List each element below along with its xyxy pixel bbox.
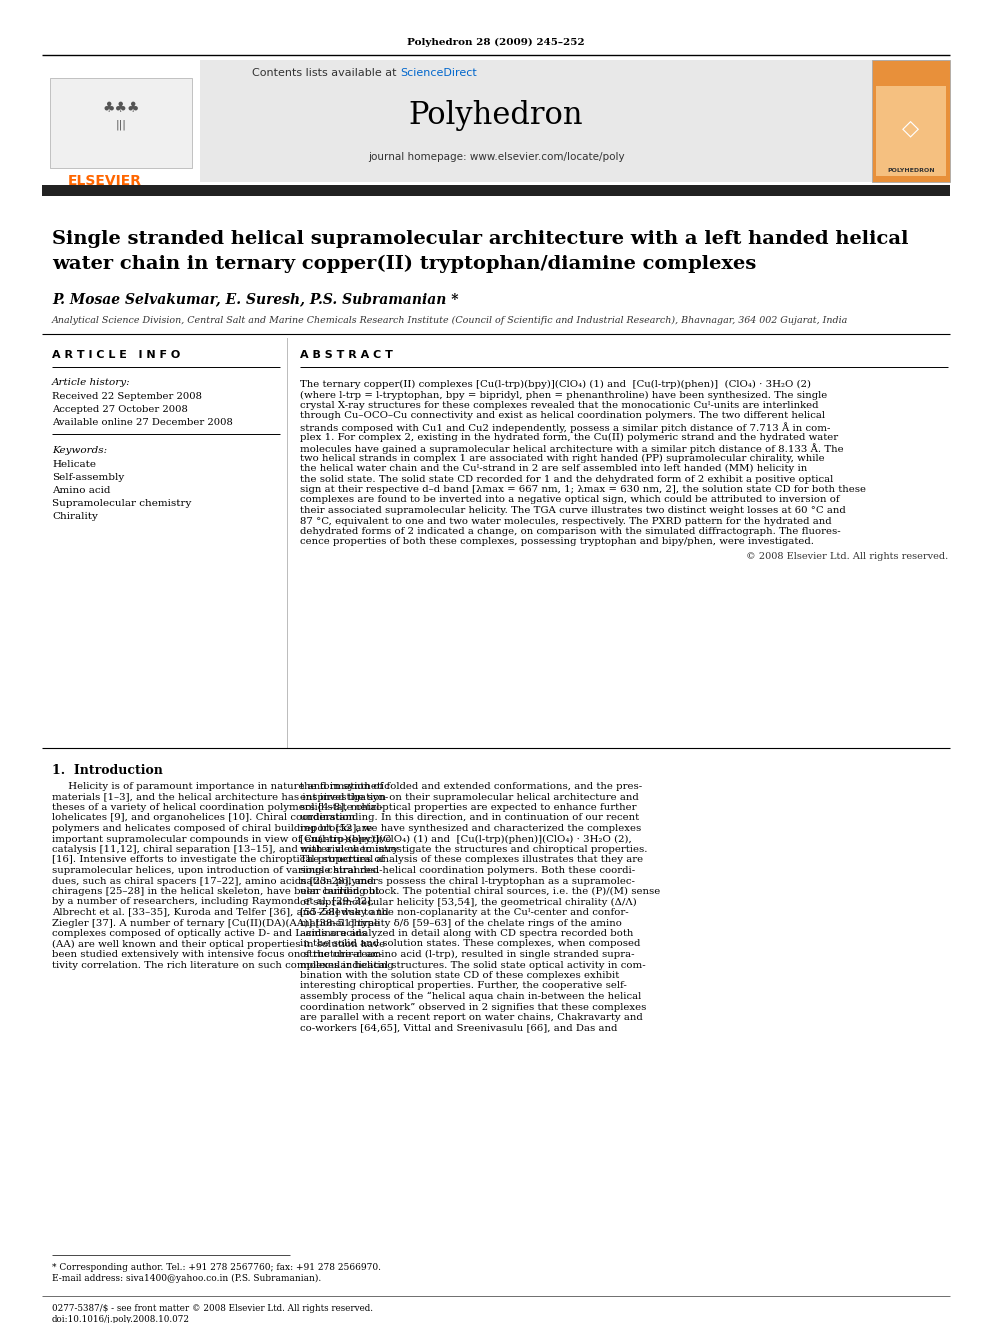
Text: Analytical Science Division, Central Salt and Marine Chemicals Research Institut: Analytical Science Division, Central Sal… <box>52 316 848 325</box>
Text: been studied extensively with intensive focus on structure–reac-: been studied extensively with intensive … <box>52 950 382 959</box>
Text: the helical water chain and the Cuᴵ-strand in 2 are self assembled into left han: the helical water chain and the Cuᴵ-stra… <box>300 464 807 474</box>
Text: co-workers [64,65], Vittal and Sreenivasulu [66], and Das and: co-workers [64,65], Vittal and Sreenivas… <box>300 1024 617 1032</box>
Text: of the chiral amino acid (l-trp), resulted in single stranded supra-: of the chiral amino acid (l-trp), result… <box>300 950 635 959</box>
Text: [16]. Intensive efforts to investigate the chiroptical properties of: [16]. Intensive efforts to investigate t… <box>52 856 384 864</box>
Text: Single stranded helical supramolecular architecture with a left handed helical: Single stranded helical supramolecular a… <box>52 230 909 247</box>
Text: bination with the solution state CD of these complexes exhibit: bination with the solution state CD of t… <box>300 971 619 980</box>
Text: Accepted 27 October 2008: Accepted 27 October 2008 <box>52 405 187 414</box>
Bar <box>876 86 946 176</box>
Text: P. Mosae Selvakumar, E. Suresh, P.S. Subramanian *: P. Mosae Selvakumar, E. Suresh, P.S. Sub… <box>52 292 458 306</box>
Text: lohelicates [9], and organohelices [10]. Chiral coordination: lohelicates [9], and organohelices [10].… <box>52 814 355 823</box>
Text: Self-assembly: Self-assembly <box>52 474 124 482</box>
Text: © 2008 Elsevier Ltd. All rights reserved.: © 2008 Elsevier Ltd. All rights reserved… <box>746 552 948 561</box>
Text: water chain in ternary copper(II) tryptophan/diamine complexes: water chain in ternary copper(II) trypto… <box>52 255 756 274</box>
Text: the solid state. The solid state CD recorded for 1 and the dehydrated form of 2 : the solid state. The solid state CD reco… <box>300 475 833 483</box>
Text: in the solid and solution states. These complexes, when composed: in the solid and solution states. These … <box>300 939 641 949</box>
Text: 1.  Introduction: 1. Introduction <box>52 763 163 777</box>
Text: Helicity is of paramount importance in nature and in synthetic: Helicity is of paramount importance in n… <box>52 782 390 791</box>
Text: The structural analysis of these complexes illustrates that they are: The structural analysis of these complex… <box>300 856 643 864</box>
Text: doi:10.1016/j.poly.2008.10.072: doi:10.1016/j.poly.2008.10.072 <box>52 1315 190 1323</box>
Text: acids are analyzed in detail along with CD spectra recorded both: acids are analyzed in detail along with … <box>300 929 633 938</box>
Text: theses of a variety of helical coordination polymers [4–8], metal-: theses of a variety of helical coordinat… <box>52 803 383 812</box>
Text: mational chirality δ/δ [59–63] of the chelate rings of the amino: mational chirality δ/δ [59–63] of the ch… <box>300 918 622 927</box>
Text: by a number of researchers, including Raymond et al. [29–32],: by a number of researchers, including Ra… <box>52 897 374 906</box>
Text: important supramolecular compounds in view of enantio-selective: important supramolecular compounds in vi… <box>52 835 392 844</box>
Text: [Cu(l-trp)(bpy)](ClO₄) (1) and  [Cu(l-trp)(phen)](ClO₄) · 3H₂O (2),: [Cu(l-trp)(bpy)](ClO₄) (1) and [Cu(l-trp… <box>300 835 632 844</box>
Text: Article history:: Article history: <box>52 378 131 388</box>
Text: molecules have gained a supramolecular helical architecture with a similar pitch: molecules have gained a supramolecular h… <box>300 443 843 454</box>
Text: with a view to investigate the structures and chiroptical properties.: with a view to investigate the structure… <box>300 845 648 855</box>
Text: report [52], we have synthesized and characterized the complexes: report [52], we have synthesized and cha… <box>300 824 641 833</box>
Text: 87 °C, equivalent to one and two water molecules, respectively. The PXRD pattern: 87 °C, equivalent to one and two water m… <box>300 516 831 525</box>
Text: sign at their respective d–d band [λmax = 667 nm, 1; λmax = 630 nm, 2], the solu: sign at their respective d–d band [λmax … <box>300 486 866 493</box>
Text: dues, such as chiral spacers [17–22], amino acids [23–28], and: dues, such as chiral spacers [17–22], am… <box>52 877 374 885</box>
Text: single stranded helical coordination polymers. Both these coordi-: single stranded helical coordination pol… <box>300 867 635 875</box>
Text: Chirality: Chirality <box>52 512 98 521</box>
Text: ◇: ◇ <box>903 118 920 138</box>
Text: plex 1. For complex 2, existing in the hydrated form, the Cu(II) polymeric stran: plex 1. For complex 2, existing in the h… <box>300 433 838 442</box>
Text: supramolecular helices, upon introduction of various chiral resi-: supramolecular helices, upon introductio… <box>52 867 383 875</box>
Text: chiragens [25–28] in the helical skeleton, have been carried out: chiragens [25–28] in the helical skeleto… <box>52 886 379 896</box>
Text: Keywords:: Keywords: <box>52 446 107 455</box>
Text: ELSEVIER: ELSEVIER <box>68 175 142 188</box>
Text: of supramolecular helicity [53,54], the geometrical chirality (Δ/Λ): of supramolecular helicity [53,54], the … <box>300 897 637 906</box>
Text: assembly process of the “helical aqua chain in-between the helical: assembly process of the “helical aqua ch… <box>300 992 641 1002</box>
Bar <box>50 78 192 168</box>
Text: nation polymers possess the chiral l-tryptophan as a supramolec-: nation polymers possess the chiral l-try… <box>300 877 635 885</box>
Bar <box>42 60 200 183</box>
Text: understanding. In this direction, and in continuation of our recent: understanding. In this direction, and in… <box>300 814 639 823</box>
Text: (AA) are well known and their optical properties in solution have: (AA) are well known and their optical pr… <box>52 939 385 949</box>
Text: POLYHEDRON: POLYHEDRON <box>887 168 934 173</box>
Text: * Corresponding author. Tel.: +91 278 2567760; fax: +91 278 2566970.: * Corresponding author. Tel.: +91 278 25… <box>52 1263 381 1271</box>
Text: crystal X-ray structures for these complexes revealed that the monocationic Cuᴵ-: crystal X-ray structures for these compl… <box>300 401 818 410</box>
Text: two helical strands in complex 1 are associated with right handed (PP) supramole: two helical strands in complex 1 are ass… <box>300 454 824 463</box>
Bar <box>42 185 950 196</box>
Text: dehydrated forms of 2 indicated a change, on comparison with the simulated diffr: dehydrated forms of 2 indicated a change… <box>300 527 840 536</box>
Text: coordination network” observed in 2 signifies that these complexes: coordination network” observed in 2 sign… <box>300 1003 647 1012</box>
Bar <box>42 60 950 183</box>
Text: strands composed with Cu1 and Cu2 independently, possess a similar pitch distanc: strands composed with Cu1 and Cu2 indepe… <box>300 422 830 433</box>
Text: ScienceDirect: ScienceDirect <box>400 67 477 78</box>
Text: cence properties of both these complexes, possessing tryptophan and bipy/phen, w: cence properties of both these complexes… <box>300 537 814 546</box>
Text: Available online 27 December 2008: Available online 27 December 2008 <box>52 418 233 427</box>
Text: ♣♣♣: ♣♣♣ <box>102 101 140 115</box>
Text: |||: ||| <box>115 120 126 130</box>
Text: interesting chiroptical properties. Further, the cooperative self-: interesting chiroptical properties. Furt… <box>300 982 627 991</box>
Text: through Cu–OCO–Cu connectivity and exist as helical coordination polymers. The t: through Cu–OCO–Cu connectivity and exist… <box>300 411 825 421</box>
Text: Contents lists available at: Contents lists available at <box>252 67 400 78</box>
Text: ular building block. The potential chiral sources, i.e. the (P)/(M) sense: ular building block. The potential chira… <box>300 886 661 896</box>
Text: Received 22 September 2008: Received 22 September 2008 <box>52 392 202 401</box>
Text: E-mail address: siva1400@yahoo.co.in (P.S. Subramanian).: E-mail address: siva1400@yahoo.co.in (P.… <box>52 1274 321 1283</box>
Text: A R T I C L E   I N F O: A R T I C L E I N F O <box>52 351 181 360</box>
Bar <box>872 60 950 183</box>
Text: complexes composed of optically active D- and L-amino acids: complexes composed of optically active D… <box>52 929 367 938</box>
Text: A B S T R A C T: A B S T R A C T <box>300 351 393 360</box>
Text: Amino acid: Amino acid <box>52 486 110 495</box>
Text: Polyhedron 28 (2009) 245–252: Polyhedron 28 (2009) 245–252 <box>407 38 585 48</box>
Text: Albrecht et al. [33–35], Kuroda and Telfer [36], and Zelewsky and: Albrecht et al. [33–35], Kuroda and Telf… <box>52 908 389 917</box>
Text: 0277-5387/$ - see front matter © 2008 Elsevier Ltd. All rights reserved.: 0277-5387/$ - see front matter © 2008 El… <box>52 1304 373 1312</box>
Text: solid state chiroptical properties are expected to enhance further: solid state chiroptical properties are e… <box>300 803 637 812</box>
Text: catalysis [11,12], chiral separation [13–15], and material chemistry: catalysis [11,12], chiral separation [13… <box>52 845 399 855</box>
Text: the formation of folded and extended conformations, and the pres-: the formation of folded and extended con… <box>300 782 642 791</box>
Text: ent investigation on their supramolecular helical architecture and: ent investigation on their supramolecula… <box>300 792 639 802</box>
Text: (where l-trp = l-tryptophan, bpy = bipridyl, phen = phenanthroline) have been sy: (where l-trp = l-tryptophan, bpy = bipri… <box>300 390 827 400</box>
Text: polymers and helicates composed of chiral building blocks are: polymers and helicates composed of chira… <box>52 824 372 833</box>
Text: molecular helical structures. The solid state optical activity in com-: molecular helical structures. The solid … <box>300 960 646 970</box>
Text: complexes are found to be inverted into a negative optical sign, which could be : complexes are found to be inverted into … <box>300 496 839 504</box>
Text: their associated supramolecular helicity. The TGA curve illustrates two distinct: their associated supramolecular helicity… <box>300 505 846 515</box>
Text: are parallel with a recent report on water chains, Chakravarty and: are parallel with a recent report on wat… <box>300 1013 643 1021</box>
Text: Polyhedron: Polyhedron <box>409 101 583 131</box>
Text: Helicate: Helicate <box>52 460 96 468</box>
Text: tivity correlation. The rich literature on such complexes indicating: tivity correlation. The rich literature … <box>52 960 394 970</box>
Text: journal homepage: www.elsevier.com/locate/poly: journal homepage: www.elsevier.com/locat… <box>368 152 624 161</box>
Text: [55–58] due to the non-coplanarity at the Cuᴵ-center and confor-: [55–58] due to the non-coplanarity at th… <box>300 908 629 917</box>
Text: Ziegler [37]. A number of ternary [Cu(II)(DA)(AA)] [38–51] type: Ziegler [37]. A number of ternary [Cu(II… <box>52 918 380 927</box>
Text: The ternary copper(II) complexes [Cu(l-trp)(bpy)](ClO₄) (1) and  [Cu(l-trp)(phen: The ternary copper(II) complexes [Cu(l-t… <box>300 380 811 389</box>
Text: Supramolecular chemistry: Supramolecular chemistry <box>52 499 191 508</box>
Text: materials [1–3], and the helical architecture has inspired the syn-: materials [1–3], and the helical archite… <box>52 792 388 802</box>
